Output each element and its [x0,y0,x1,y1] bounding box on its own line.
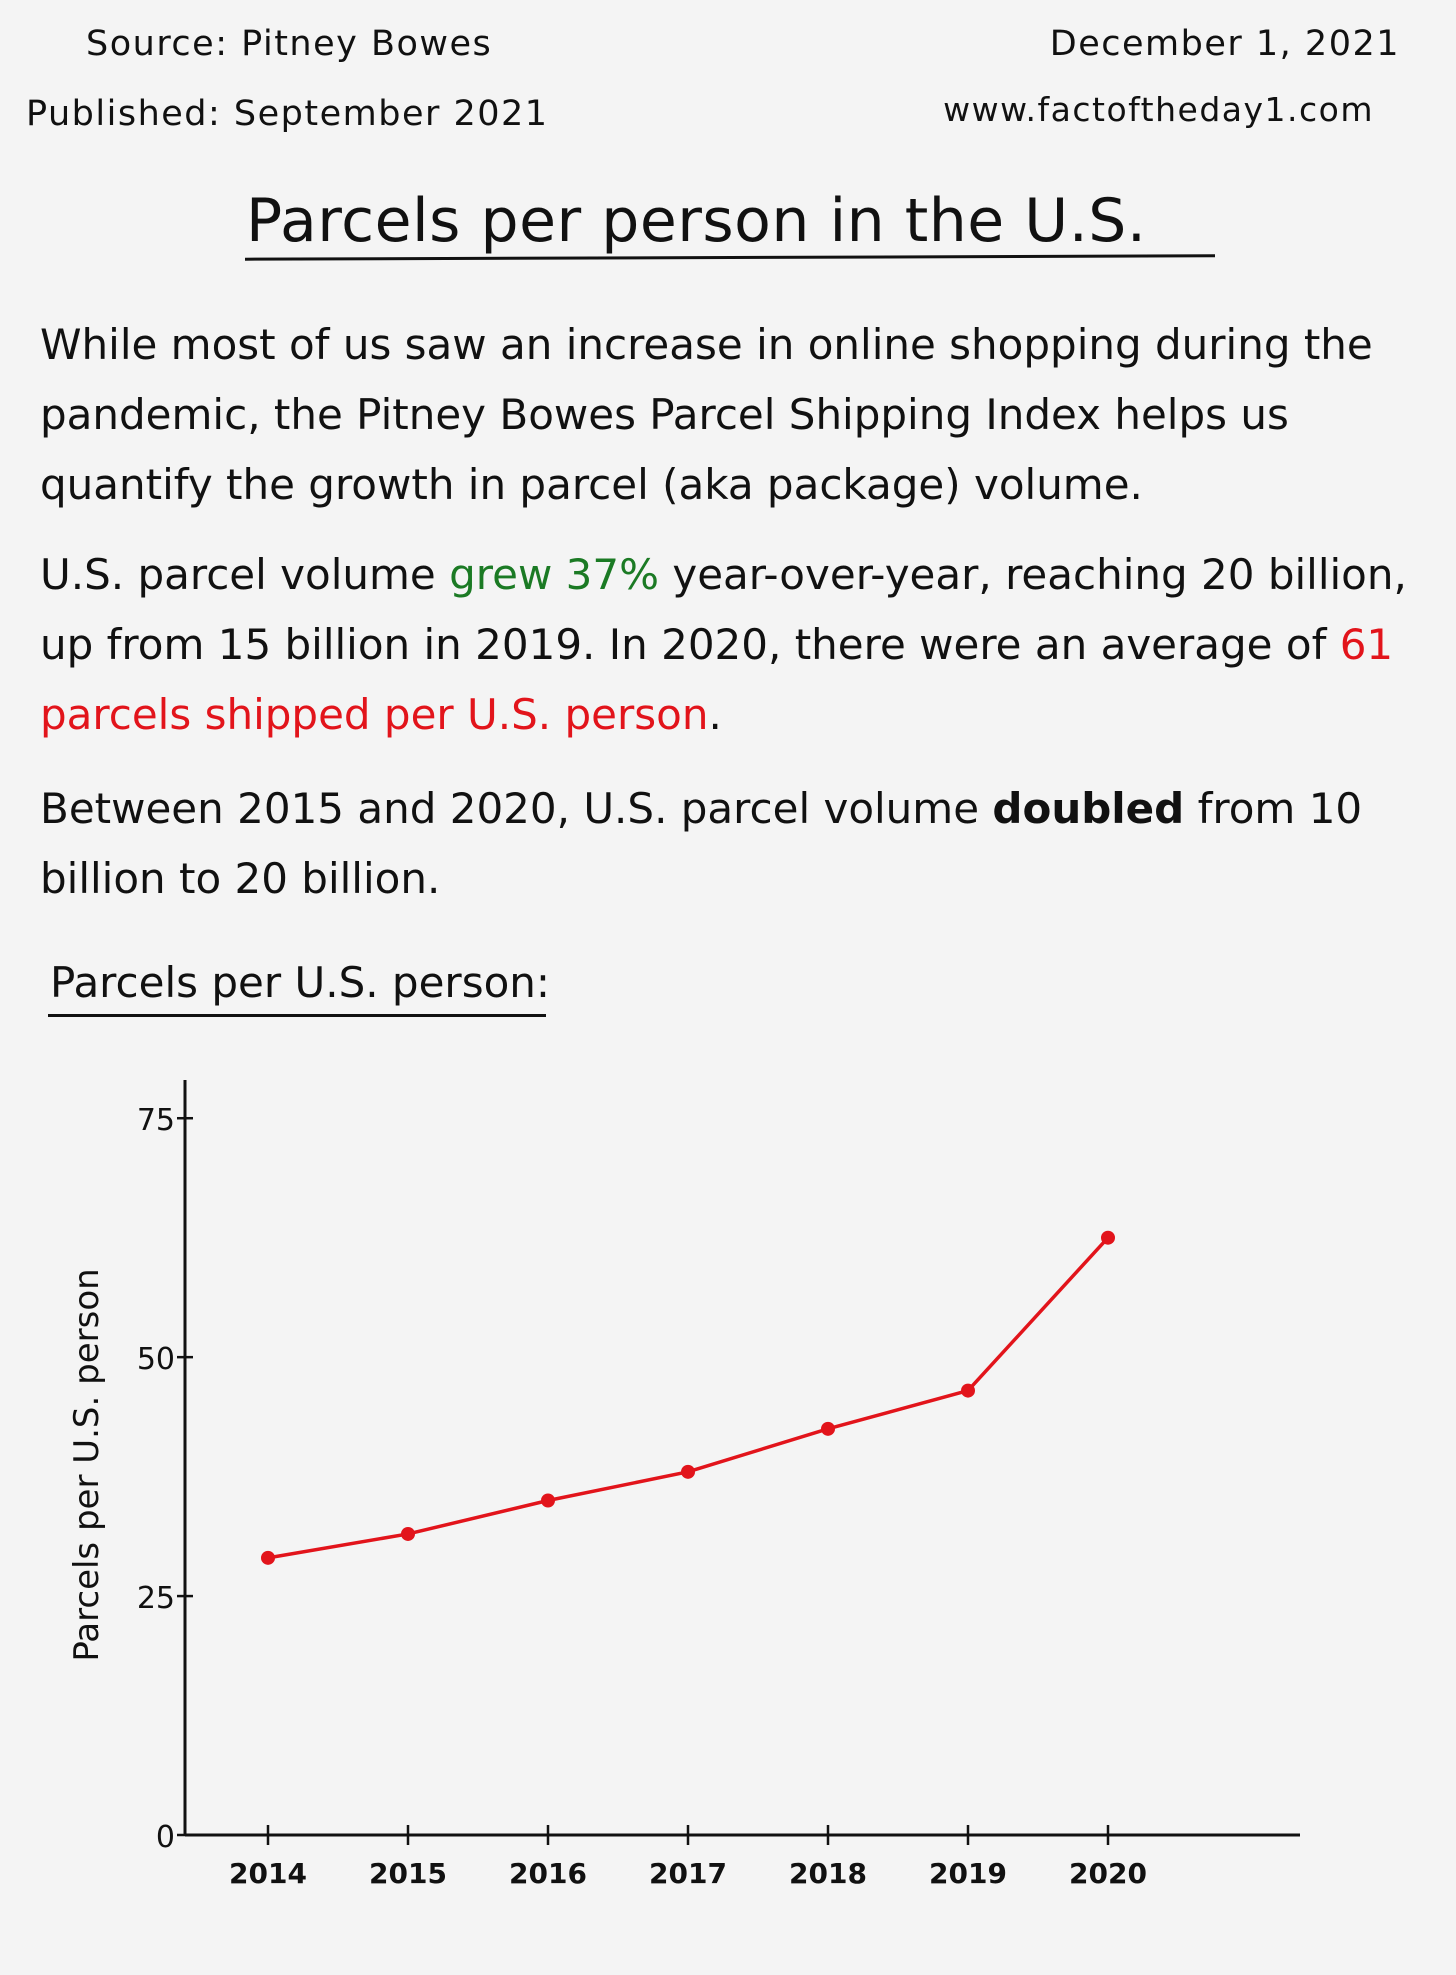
y-ticks: 0 25 50 75 [137,1103,193,1855]
x-tick-label: 2019 [929,1857,1007,1890]
y-axis-label: Parcels per U.S. person [67,1268,107,1661]
data-point [401,1526,415,1541]
x-tick-label: 2018 [789,1857,867,1890]
section-underline [48,1014,546,1017]
date-label: December 1, 2021 [1049,24,1400,64]
growth-text-start: U.S. parcel volume [40,550,450,599]
parcels-per-person-highlight: 61 parcels shipped per U.S. person [40,620,1394,739]
doubled-highlight: doubled [992,784,1185,833]
data-point [961,1383,975,1398]
y-tick-label: 75 [137,1103,175,1138]
doubled-paragraph: Between 2015 and 2020, U.S. parcel volum… [40,774,1420,914]
doubled-text-start: Between 2015 and 2020, U.S. parcel volum… [40,784,993,833]
data-point [1101,1230,1115,1245]
series-line [266,1235,1110,1560]
section-heading: Parcels per U.S. person: [50,958,551,1007]
x-tick-label: 2020 [1069,1857,1147,1890]
data-point [261,1550,275,1565]
x-ticks: 2014 2015 2016 2017 2018 2019 2020 [229,1825,1147,1890]
chart-axes [183,1080,1300,1837]
y-tick-label: 0 [156,1820,175,1855]
y-tick-label: 25 [137,1581,175,1616]
y-tick-label: 50 [137,1342,175,1377]
growth-highlight: grew 37% [449,550,659,599]
published-label: Published: September 2021 [26,94,549,134]
website-link[interactable]: www.factoftheday1.com [943,90,1374,129]
parcels-line-chart: 0 25 50 75 2014 2015 2016 2017 2018 2019 2020 Par… [67,1080,1300,1890]
page-title: Parcels per person in the U.S. [246,186,1147,256]
data-point [681,1464,695,1479]
growth-text-end: . [708,690,722,739]
x-tick-label: 2014 [229,1857,307,1890]
x-tick-label: 2015 [369,1857,447,1890]
x-tick-label: 2016 [509,1857,587,1890]
chart-series [261,1230,1115,1565]
data-point [821,1421,835,1436]
x-tick-label: 2017 [649,1857,727,1890]
growth-paragraph: U.S. parcel volume grew 37% year-over-ye… [40,540,1420,750]
intro-paragraph: While most of us saw an increase in onli… [40,320,1373,509]
data-point [541,1493,555,1508]
doubled-text-end: from 10 billion to 20 billion. [40,784,1363,903]
growth-text-middle: year-over-year, reaching 20 billion, up … [40,550,1407,669]
source-label: Source: Pitney Bowes [86,24,493,64]
